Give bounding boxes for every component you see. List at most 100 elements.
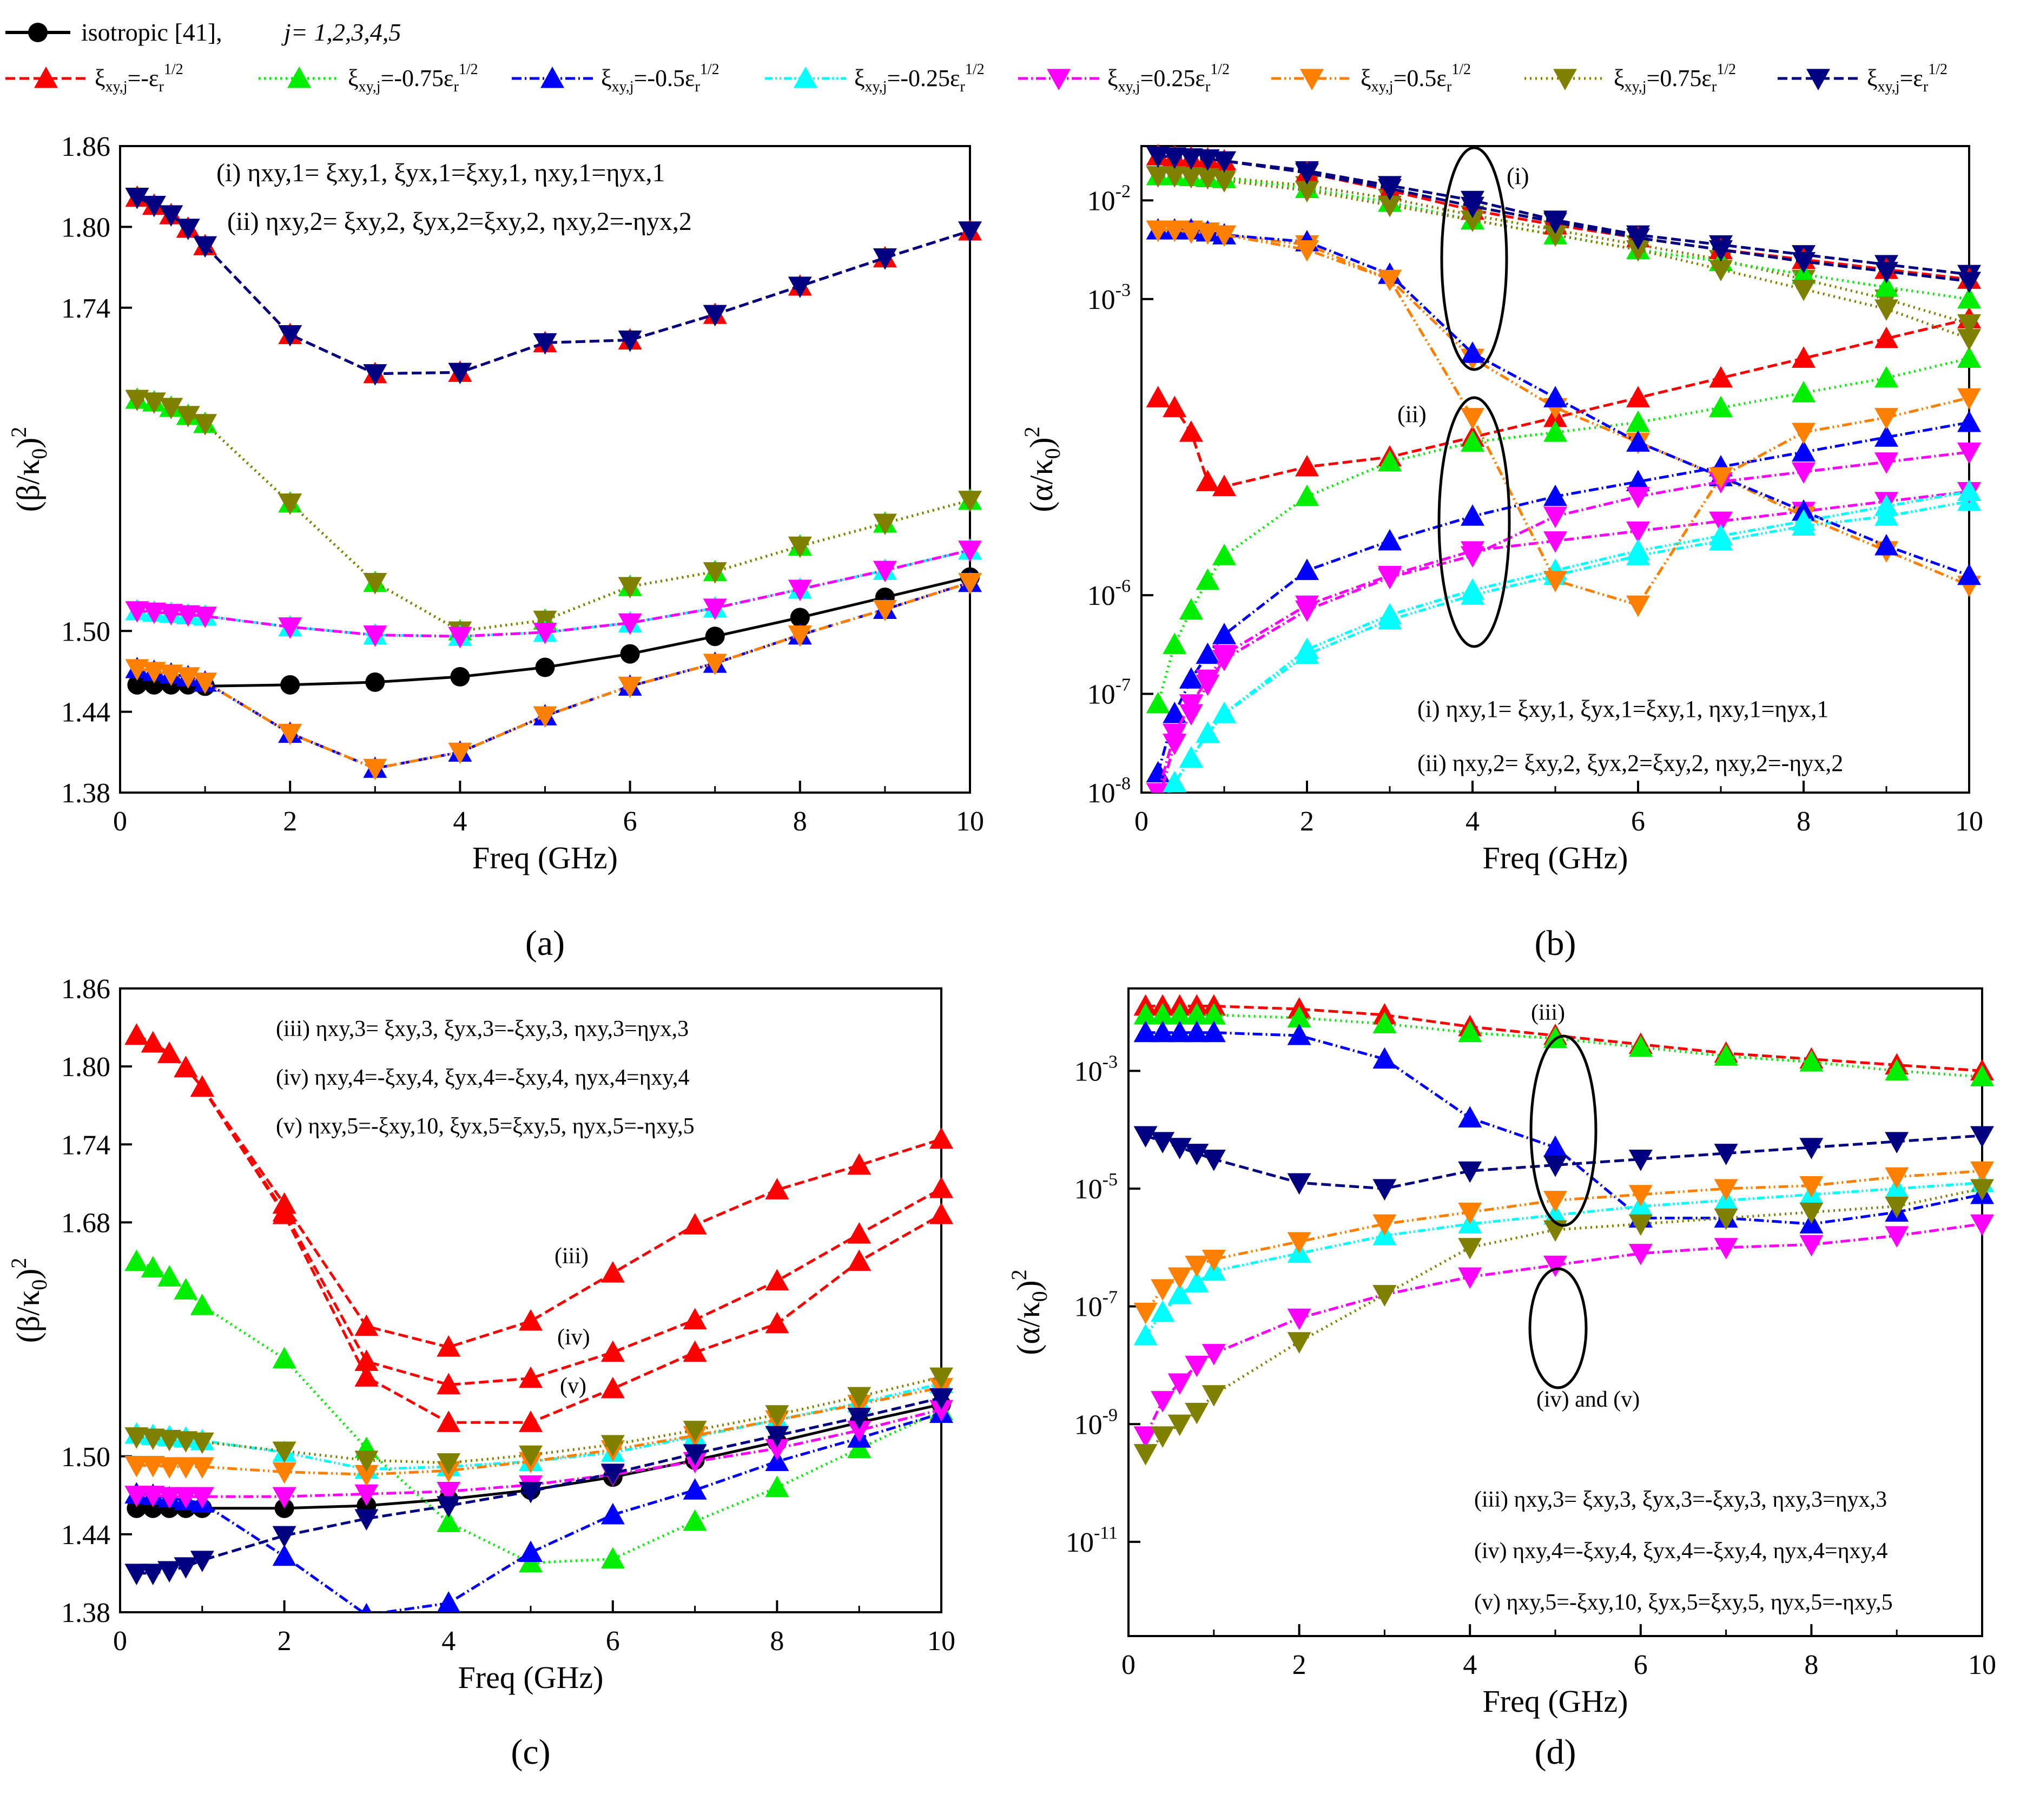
annotation: (v) ηxy,5=-ξxy,10, ξyx,5=ξxy,5, ηyx,5=-η… [276, 1114, 695, 1139]
data-point-m025 [1212, 702, 1236, 723]
data-point-p100 [1372, 1179, 1397, 1201]
data-point-p075 [1179, 167, 1203, 189]
data-point-p050 [1458, 1202, 1482, 1224]
x-tick-label: 8 [793, 806, 807, 837]
data-point-p075 [278, 493, 302, 515]
y-tick-label: 1.86 [61, 131, 110, 162]
data-point-m025 [1179, 746, 1203, 768]
data-point-p050 [1799, 1176, 1824, 1198]
data-point-p075 [193, 414, 217, 436]
series-line-m100 [136, 1034, 942, 1349]
data-point-p075 [174, 1431, 198, 1453]
y-tick-label: 1.44 [61, 1520, 110, 1551]
y-tick-label: 1.38 [61, 1598, 110, 1628]
data-point-p100 [1212, 151, 1236, 173]
series-line-p100 [1145, 1134, 1983, 1190]
data-point-m025 [1874, 494, 1898, 516]
data-point-m050 [683, 1478, 707, 1500]
data-point-p050 [174, 1457, 198, 1479]
data-point-p025 [1709, 511, 1733, 533]
data-point-p025 [1133, 1426, 1158, 1448]
data-point-m050 [1461, 341, 1484, 363]
data-point-p050 [1543, 571, 1567, 592]
data-point-p100 [363, 364, 387, 386]
series-line-m075 [136, 1260, 942, 1565]
data-point-p025 [533, 623, 557, 644]
annotation: (iii) [1531, 1000, 1565, 1025]
data-point-p100 [174, 1557, 198, 1579]
highlight-ellipse [1529, 1034, 1597, 1227]
data-point-p050 [1714, 1179, 1738, 1201]
data-point-m075 [1970, 1065, 1994, 1086]
data-point-p025 [174, 1487, 198, 1509]
data-point-p100 [929, 1388, 953, 1410]
data-point-m050 [437, 1591, 460, 1612]
data-point-p025 [873, 560, 897, 583]
data-point-m050 [1179, 667, 1203, 689]
data-point-p025 [1202, 1344, 1226, 1366]
data-point-p025 [958, 540, 982, 562]
data-point-m075 [1295, 484, 1319, 506]
data-point-m100 [847, 1222, 872, 1244]
data-point-p075 [1799, 1202, 1824, 1224]
data-point-p075 [1543, 225, 1567, 247]
data-point-m050 [600, 1502, 625, 1525]
x-tick-label: 6 [1631, 806, 1645, 837]
data-point-p050 [1212, 225, 1236, 247]
data-point-p075 [765, 1405, 789, 1427]
data-point-p075 [1378, 195, 1402, 217]
data-point-p100 [1202, 1149, 1226, 1171]
data-point-m050 [519, 1540, 543, 1562]
y-tick-label: 1.86 [61, 974, 110, 1005]
data-point-m075 [1167, 1003, 1192, 1025]
data-point-p025 [1543, 531, 1567, 553]
data-point-m050 [1287, 1024, 1311, 1045]
data-point-p050 [1196, 223, 1220, 245]
data-point-p075 [1151, 1426, 1175, 1448]
data-point-p025 [1543, 506, 1567, 529]
data-point-m075 [1179, 598, 1203, 620]
data-point-p075 [1458, 1238, 1482, 1260]
data-point-m100 [600, 1340, 625, 1362]
data-point-p025 [1626, 521, 1650, 543]
data-point-p025 [1957, 442, 1981, 464]
data-point-m025 [1185, 1271, 1209, 1293]
data-point-m075 [1458, 1020, 1482, 1043]
data-point-p075 [1287, 1332, 1311, 1354]
data-point-p025 [1799, 1235, 1824, 1257]
data-point-p025 [1792, 462, 1816, 484]
data-point-m075 [1543, 420, 1567, 442]
data-area [1133, 994, 1994, 1466]
data-point-m050 [1543, 1135, 1567, 1157]
data-point-m100 [929, 1127, 953, 1149]
data-point-m100 [157, 1041, 182, 1063]
data-area [125, 185, 982, 781]
data-point-m075 [683, 1509, 707, 1531]
series-line-p050 [1158, 228, 1970, 607]
data-point-m025 [1163, 770, 1187, 793]
series-line-m075 [1145, 1013, 1983, 1078]
legend-label-j: j= 1,2,3,4,5 [281, 18, 401, 46]
y-tick-label: 10-6 [1087, 576, 1131, 611]
x-tick-label: 4 [441, 1626, 456, 1657]
y-tick-label: 1.50 [61, 616, 110, 647]
data-point-p100 [1287, 1173, 1311, 1195]
series-line-m100 [136, 1034, 942, 1424]
x-tick-label: 6 [606, 1626, 620, 1657]
y-tick-label: 1.74 [61, 1130, 110, 1160]
data-point-p100 [125, 188, 149, 209]
data-point-p100 [873, 248, 897, 270]
panel-label: (c) [511, 1732, 550, 1772]
data-point-m025 [1146, 800, 1170, 822]
data-point-p100 [765, 1426, 789, 1448]
data-point-p100 [448, 362, 472, 385]
data-point-m100 [190, 1075, 214, 1097]
y-axis-label: (β/κ0)2 [6, 1258, 51, 1343]
data-point-m075 [272, 1347, 296, 1369]
data-point-p100 [278, 325, 302, 347]
annotation: (iii) ηxy,3= ξxy,3, ξyx,3=-ξxy,3, ηxy,3=… [276, 1017, 689, 1041]
series-line-m075 [1158, 174, 1970, 301]
data-point-p100 [1799, 1138, 1824, 1159]
data-point-p100 [958, 221, 982, 243]
data-point-m050 [1626, 470, 1650, 491]
